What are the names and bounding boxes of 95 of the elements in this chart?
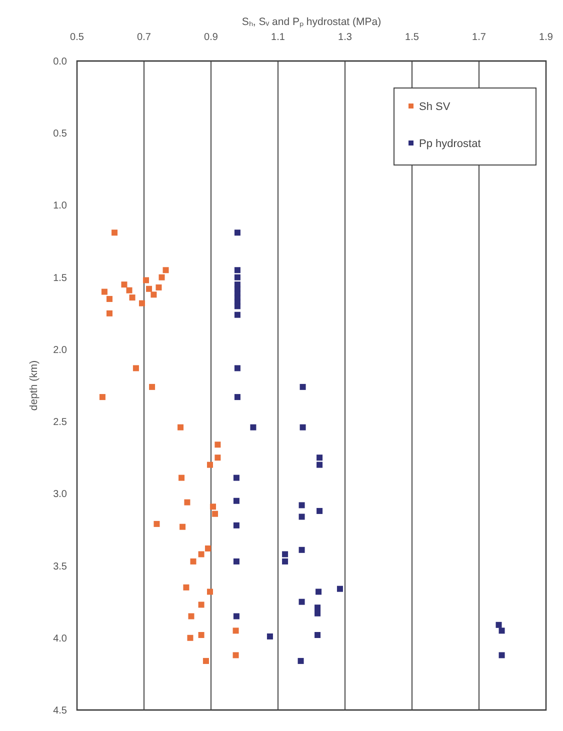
y-tick-label: 1.0: [53, 200, 68, 212]
y-axis-title: depth (km): [28, 360, 40, 411]
x-tick-label: 1.5: [405, 32, 420, 43]
point: [132, 365, 139, 372]
point: [198, 551, 204, 558]
point: [266, 633, 273, 640]
point: [233, 558, 240, 564]
point: [129, 294, 136, 301]
point: [178, 474, 185, 481]
point: [126, 287, 132, 294]
x-tick-label: 0.5: [70, 32, 84, 43]
point: [202, 658, 209, 664]
point: [496, 622, 502, 628]
point: [206, 588, 213, 595]
point: [316, 454, 323, 461]
point: [250, 424, 256, 430]
point: [158, 274, 165, 280]
point: [282, 558, 288, 564]
point: [121, 282, 128, 288]
point: [143, 277, 150, 284]
point: [298, 658, 304, 664]
point: [210, 504, 216, 510]
x-tick-label: 1.1: [271, 32, 286, 43]
point: [300, 384, 306, 390]
point: [162, 267, 169, 274]
point: [187, 634, 194, 641]
y-tick-label: 2.5: [53, 417, 68, 428]
point: [316, 462, 323, 468]
y-tick-label: 2.0: [53, 344, 68, 356]
x-tick-label: 1.9: [539, 32, 554, 43]
point: [298, 546, 305, 553]
point: [298, 598, 305, 605]
point: [316, 588, 322, 595]
point: [106, 310, 112, 316]
point: [234, 303, 240, 310]
point: [314, 632, 321, 638]
point: [188, 613, 194, 620]
x-tick-label: 0.9: [204, 32, 218, 43]
point: [204, 545, 211, 552]
point: [101, 288, 108, 295]
point: [314, 604, 321, 611]
point: [112, 230, 118, 236]
point: [138, 300, 145, 306]
point: [234, 365, 240, 372]
point: [233, 613, 240, 620]
point: [232, 652, 239, 658]
point: [180, 524, 186, 530]
point: [300, 424, 306, 430]
point: [498, 652, 505, 658]
y-tick-label: 0.0: [53, 56, 68, 68]
point: [233, 522, 240, 528]
legend-label: Sh SV: [419, 101, 451, 113]
point: [150, 292, 157, 298]
point: [234, 267, 240, 274]
point: [233, 498, 240, 504]
point: [149, 384, 156, 390]
x-tick-label: 1.3: [338, 32, 352, 43]
point: [316, 508, 323, 514]
point: [298, 502, 305, 508]
point: [99, 394, 106, 400]
point: [156, 284, 162, 290]
point: [234, 312, 240, 318]
point: [198, 632, 204, 638]
y-tick-label: 1.5: [53, 272, 68, 284]
point: [234, 394, 240, 400]
x-tick-label: 1.7: [472, 32, 486, 43]
point: [106, 296, 112, 302]
point: [212, 510, 218, 517]
point: [146, 286, 152, 292]
point: [336, 586, 343, 592]
point: [298, 514, 305, 520]
point: [214, 454, 221, 461]
point: [234, 274, 240, 280]
point: [282, 551, 288, 558]
y-tick-label: 0.5: [53, 128, 68, 140]
point: [178, 424, 184, 430]
point: [232, 628, 239, 634]
x-axis-title: Sₕ, Sᵥ and Pₚ hydrostat (MPa): [242, 16, 382, 28]
point: [184, 499, 190, 506]
point: [198, 602, 204, 608]
point: [183, 584, 190, 590]
x-tick-label: 0.7: [137, 32, 152, 43]
point: [154, 520, 160, 527]
point: [498, 628, 505, 634]
point: [206, 462, 213, 468]
y-tick-label: 4.0: [53, 633, 68, 644]
point: [190, 558, 196, 564]
point: [314, 610, 321, 616]
y-tick-label: 3.5: [53, 561, 68, 572]
point: [233, 474, 240, 481]
y-tick-label: 3.0: [53, 489, 68, 500]
point: [234, 230, 240, 236]
point: [214, 442, 221, 448]
legend-label: Pp hydrostat: [419, 138, 481, 150]
y-tick-label: 4.5: [53, 706, 68, 716]
